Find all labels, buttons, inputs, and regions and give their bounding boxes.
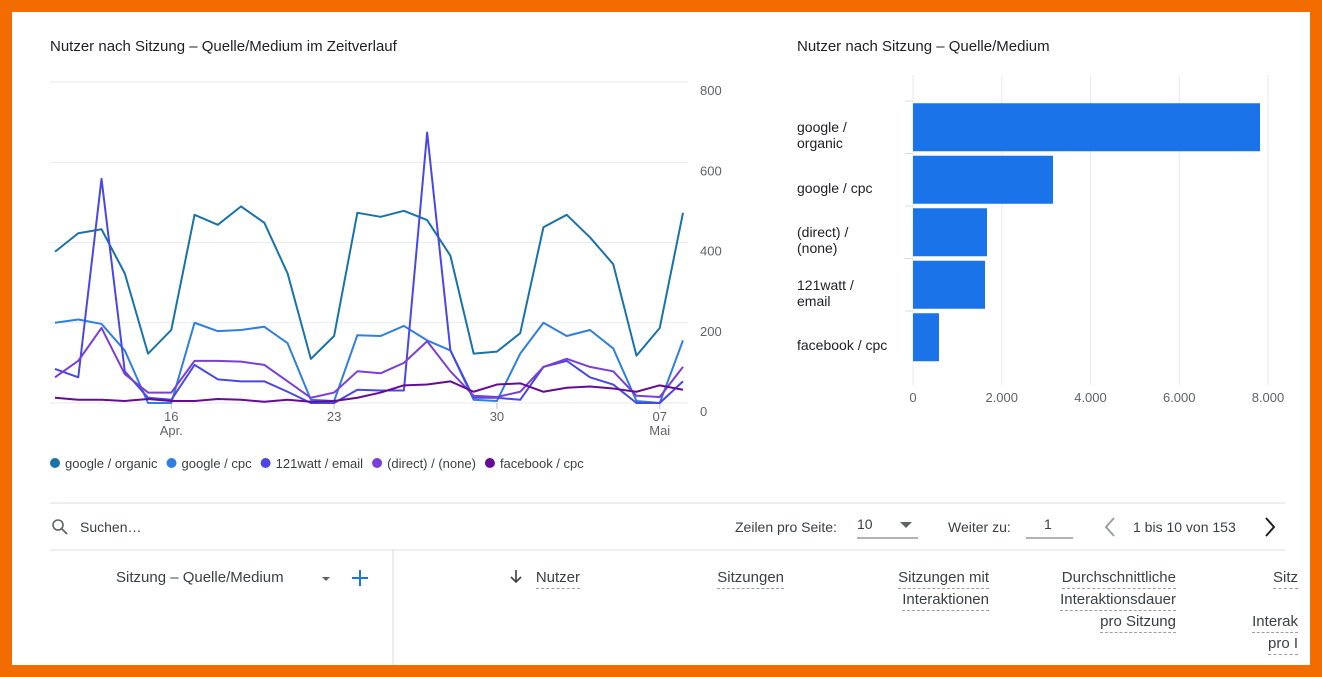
series-line	[54, 131, 684, 404]
legend-label: (direct) / (none)	[387, 456, 476, 471]
y-tick-label: 800	[700, 83, 722, 98]
column-header[interactable]: Durchschnittliche Interaktionsdauer pro Si…	[1060, 567, 1176, 633]
column-header[interactable]: Nutzer	[535, 567, 580, 589]
panel: Nutzer nach Sitzung – Quelle/Medium im Z…	[12, 12, 1310, 665]
x-tick-label-line: Apr.	[160, 423, 183, 438]
legend-swatch	[50, 458, 60, 468]
column-header-text: Interaktionen	[902, 590, 989, 611]
x-tick-label: 23	[327, 409, 341, 424]
x-tick-label-line: 16	[164, 409, 178, 424]
charts: Nutzer nach Sitzung – Quelle/Medium im Z…	[50, 38, 1285, 665]
x-tick-label: 07 Mai	[649, 409, 670, 438]
legend-label: google / organic	[65, 456, 158, 471]
column-header-line: Interak	[1252, 611, 1298, 633]
prev-page[interactable]	[1104, 517, 1115, 537]
goto-input[interactable]: 1	[1044, 516, 1052, 532]
x-tick-label: 16 Apr.	[160, 409, 183, 438]
column-header-text: Sitzungen	[717, 568, 784, 589]
bar	[913, 260, 986, 309]
search-icon	[61, 528, 68, 535]
bar	[913, 103, 1261, 152]
x-tick-label: 4.000	[1074, 390, 1107, 405]
legend-swatch	[484, 458, 495, 468]
legend-swatch	[260, 458, 271, 468]
column-header-text: Nutzer	[535, 568, 580, 589]
series-line	[54, 380, 684, 403]
legend-label: 121watt / email	[276, 456, 364, 471]
dropdown-arrow[interactable]	[322, 577, 330, 581]
column-header-line: pro I	[1252, 633, 1298, 655]
series-line	[54, 318, 684, 404]
x-tick-label: 30	[490, 409, 504, 424]
column-header-line: pro Sitzung	[1060, 611, 1176, 633]
bar	[913, 313, 940, 362]
y-tick-label: (direct) / (none)	[797, 224, 849, 257]
column-header-text: Interak	[1252, 612, 1298, 633]
y-tick-label: 121watt / email	[797, 276, 854, 309]
dimension-header[interactable]: Sitzung – Quelle/Medium	[116, 569, 284, 586]
column-header-line: Interaktionen	[898, 589, 989, 611]
y-tick-label: facebook / cpc	[797, 337, 888, 354]
y-tick-label: google / cpc	[797, 179, 873, 196]
y-tick-label: 400	[700, 244, 722, 259]
dropdown-arrow[interactable]	[900, 522, 912, 528]
column-header-line: Durchschnittliche	[1060, 567, 1176, 589]
rows-select[interactable]: 10	[857, 516, 873, 532]
goto-label: Weiter zu:	[948, 519, 1011, 535]
x-tick-label-line: 07	[653, 409, 667, 424]
column-header-text: Sitzungen mit	[898, 568, 989, 589]
sort-arrow[interactable]	[510, 570, 522, 584]
column-header-line: Sitzungen	[717, 567, 784, 589]
x-tick-label: 6.000	[1163, 390, 1196, 405]
series-line	[54, 326, 684, 399]
next-page[interactable]	[1265, 517, 1276, 537]
bar	[913, 155, 1054, 204]
page-range: 1 bis 10 von 153	[1133, 519, 1236, 535]
x-tick-label-line: Mai	[649, 423, 670, 438]
column-header-text: Sitz	[1272, 568, 1298, 589]
column-header[interactable]: Sitz Interak pro I	[1252, 567, 1298, 655]
y-tick-label: 200	[700, 324, 722, 339]
column-header-line: Sitz	[1252, 567, 1298, 589]
column-header-text: pro Sitzung	[1100, 612, 1176, 633]
bar	[913, 208, 988, 257]
column-header-line: Sitzungen mit	[898, 567, 989, 589]
line-chart-title: Nutzer nach Sitzung – Quelle/Medium im Z…	[50, 38, 398, 55]
x-tick-label-line: 23	[327, 409, 341, 424]
y-tick-label: 600	[700, 163, 722, 178]
x-tick-label: 0	[909, 390, 916, 405]
legend-label: google / cpc	[182, 456, 253, 471]
column-header[interactable]: Sitzungen mit Interaktionen	[898, 567, 989, 611]
series-line	[54, 205, 684, 360]
column-header[interactable]: Sitzungen	[717, 567, 784, 589]
legend-swatch	[372, 458, 383, 468]
rows-label: Zeilen pro Seite:	[735, 519, 837, 535]
bar-chart-title: Nutzer nach Sitzung – Quelle/Medium	[797, 38, 1050, 55]
legend-swatch	[166, 458, 177, 468]
search-input[interactable]: Suchen…	[80, 519, 142, 535]
x-tick-label-line: 30	[490, 409, 504, 424]
search-icon	[52, 519, 64, 531]
column-header-text: Durchschnittliche	[1061, 568, 1176, 589]
legend-label: facebook / cpc	[500, 456, 584, 471]
y-tick-label: 0	[700, 404, 707, 419]
x-tick-label: 2.000	[985, 390, 1018, 405]
add-dimension[interactable]	[352, 570, 368, 586]
column-header-line: Interaktionsdauer	[1060, 589, 1176, 611]
y-tick-label: google / organic	[797, 119, 847, 152]
x-tick-label: 8.000	[1252, 390, 1285, 405]
column-header-line: Nutzer	[535, 567, 580, 589]
column-header-text: pro I	[1267, 634, 1298, 655]
column-header-text: Interaktionsdauer	[1060, 590, 1176, 611]
